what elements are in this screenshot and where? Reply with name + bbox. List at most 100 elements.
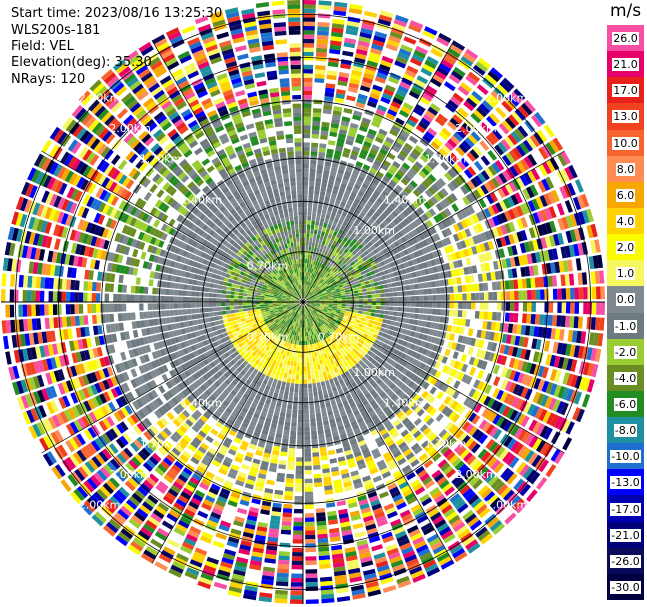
- velocity-gate: [373, 242, 380, 249]
- velocity-gate: [295, 379, 299, 384]
- velocity-gate: [444, 141, 455, 152]
- velocity-gate: [396, 311, 402, 317]
- velocity-gate: [374, 313, 380, 318]
- velocity-gate: [405, 312, 411, 318]
- velocity-gate: [329, 269, 334, 275]
- velocity-gate: [336, 596, 351, 602]
- velocity-gate: [375, 186, 384, 194]
- velocity-gate: [461, 140, 472, 151]
- velocity-gate: [422, 334, 428, 341]
- velocity-gate: [401, 312, 406, 318]
- velocity-gate: [382, 332, 388, 339]
- velocity-gate: [433, 273, 440, 280]
- velocity-gate: [468, 215, 476, 225]
- velocity-gate: [519, 203, 528, 215]
- velocity-gate: [438, 62, 452, 73]
- velocity-gate: [383, 258, 390, 265]
- velocity-gate: [507, 133, 518, 146]
- velocity-gate: [332, 305, 338, 308]
- velocity-gate: [453, 177, 463, 187]
- velocity-gate: [571, 330, 578, 343]
- velocity-gate: [564, 274, 570, 286]
- velocity-gate: [379, 285, 384, 290]
- velocity-gate: [323, 307, 328, 310]
- velocity-gate: [475, 292, 480, 301]
- velocity-gate: [428, 267, 434, 274]
- velocity-gate: [289, 391, 294, 397]
- velocity-gate: [507, 346, 514, 356]
- velocity-gate: [366, 60, 379, 68]
- velocity-gate: [432, 266, 438, 273]
- velocity-gate: [489, 192, 499, 203]
- velocity-gate: [465, 75, 478, 86]
- velocity-gate: [458, 293, 463, 301]
- velocity-gate: [384, 302, 390, 306]
- velocity-gate: [393, 226, 401, 233]
- velocity-gate: [371, 144, 380, 152]
- velocity-gate: [520, 387, 529, 399]
- velocity-gate: [383, 328, 390, 334]
- velocity-gate: [529, 363, 537, 375]
- velocity-gate: [496, 226, 504, 237]
- velocity-gate: [348, 8, 363, 15]
- velocity-gate: [338, 267, 343, 272]
- velocity-gate: [366, 326, 372, 332]
- velocity-gate: [391, 282, 397, 287]
- velocity-gate: [572, 196, 582, 211]
- velocity-gate: [386, 319, 392, 325]
- velocity-gate: [320, 213, 326, 219]
- velocity-gate: [548, 302, 554, 313]
- velocity-gate: [366, 132, 376, 140]
- velocity-gate: [365, 253, 372, 260]
- velocity-gate: [553, 384, 562, 397]
- velocity-gate: [311, 303, 316, 306]
- velocity-gate: [389, 272, 395, 278]
- velocity-gate: [361, 241, 367, 247]
- velocity-gate: [543, 193, 552, 206]
- velocity-gate: [342, 317, 348, 321]
- velocity-gate: [343, 248, 349, 254]
- velocity-gate: [411, 53, 425, 63]
- velocity-gate: [322, 227, 327, 232]
- velocity-gate: [307, 272, 309, 277]
- velocity-gate: [344, 261, 350, 267]
- velocity-gate: [368, 331, 374, 337]
- velocity-gate: [410, 290, 415, 296]
- velocity-gate: [304, 276, 306, 281]
- velocity-gate: [536, 477, 548, 490]
- velocity-gate: [498, 403, 507, 415]
- velocity-gate: [354, 234, 361, 241]
- velocity-gate: [461, 336, 468, 344]
- velocity-gate: [344, 217, 350, 224]
- velocity-gate: [406, 171, 415, 180]
- velocity-gate: [307, 300, 312, 302]
- velocity-gate: [376, 239, 383, 246]
- velocity-gate: [433, 233, 441, 242]
- velocity-gate: [575, 258, 582, 271]
- velocity-gate: [303, 125, 311, 130]
- velocity-gate: [335, 213, 341, 219]
- velocity-gate: [463, 267, 469, 275]
- velocity-gate: [527, 170, 537, 183]
- velocity-gate: [317, 243, 322, 249]
- velocity-gate: [415, 257, 422, 264]
- velocity-gate: [158, 385, 166, 394]
- velocity-gate: [326, 257, 331, 262]
- velocity-gate: [328, 179, 335, 185]
- velocity-gate: [284, 491, 294, 496]
- velocity-gate: [337, 209, 343, 215]
- velocity-gate: [328, 283, 333, 287]
- velocity-gate: [329, 131, 338, 138]
- velocity-gate: [347, 258, 353, 264]
- velocity-gate: [320, 381, 326, 387]
- velocity-gate: [368, 197, 376, 204]
- velocity-gate: [363, 322, 369, 327]
- velocity-gate: [389, 191, 398, 199]
- velocity-gate: [583, 287, 588, 300]
- velocity-gate: [363, 179, 371, 186]
- velocity-gate: [545, 159, 556, 173]
- velocity-gate: [452, 223, 460, 233]
- velocity-gate: [482, 77, 495, 89]
- velocity-gate: [497, 187, 506, 199]
- velocity-gate: [414, 313, 419, 320]
